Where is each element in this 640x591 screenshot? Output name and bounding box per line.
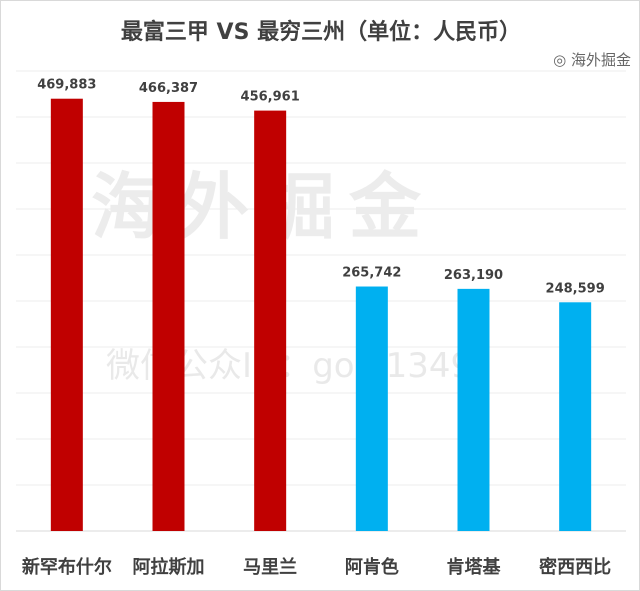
x-tick-label: 阿拉斯加	[133, 556, 205, 578]
bar	[559, 302, 592, 531]
bar	[152, 101, 185, 532]
bar	[50, 98, 83, 531]
data-label: 466,387	[139, 81, 198, 96]
watermark-corner-text: 海外掘金	[570, 51, 631, 69]
data-label: 265,742	[342, 266, 401, 281]
data-label: 263,190	[444, 268, 503, 283]
bar	[254, 110, 287, 531]
data-label: 248,599	[546, 281, 605, 296]
x-tick-label: 肯塔基	[447, 556, 502, 578]
bar	[355, 286, 388, 531]
wechat-icon: ◎	[553, 51, 567, 69]
x-tick-label: 马里兰	[243, 556, 297, 578]
x-tick-label: 阿肯色	[345, 556, 399, 578]
data-label: 469,883	[37, 78, 96, 93]
data-label: 456,961	[241, 90, 300, 105]
x-tick-label: 新罕布什尔	[22, 556, 112, 578]
bar	[457, 288, 490, 531]
chart-title: 最富三甲 VS 最穷三州（单位：人民币）	[120, 20, 522, 45]
x-tick-label: 密西西比	[539, 556, 611, 578]
watermark-corner: ◎ 海外掘金	[553, 51, 631, 69]
